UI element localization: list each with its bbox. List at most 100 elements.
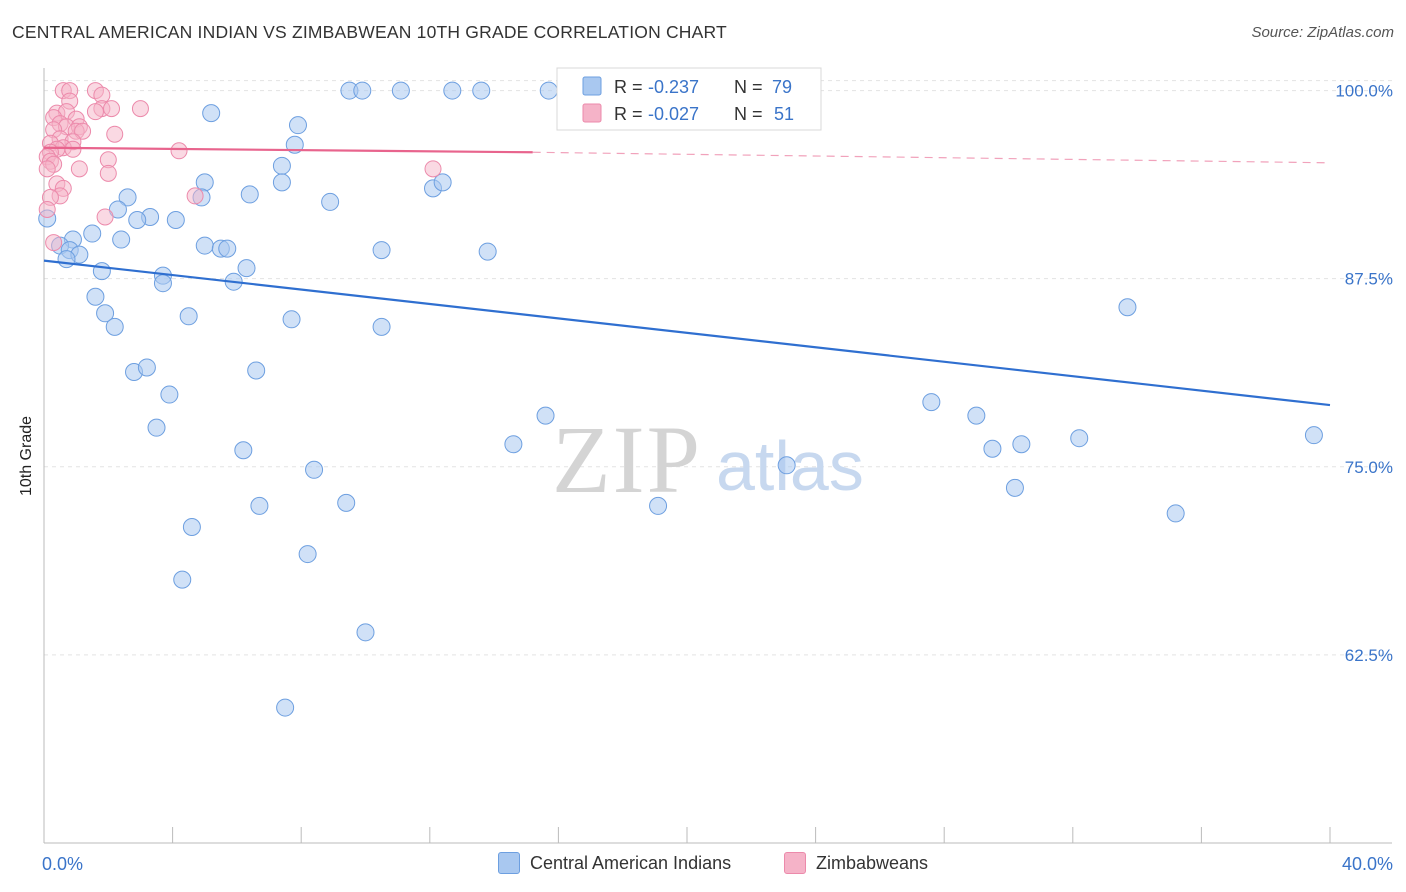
data-point-central-american-indians	[108, 200, 127, 219]
data-point-central-american-indians	[240, 185, 259, 204]
data-point-central-american-indians	[173, 570, 192, 589]
legend-r-label-pink: R =	[614, 104, 643, 124]
data-point-central-american-indians	[92, 262, 111, 281]
data-point-central-american-indians	[250, 496, 269, 515]
data-point-central-american-indians	[272, 156, 291, 175]
legend-swatch-blue	[582, 76, 602, 96]
data-point-central-american-indians	[57, 250, 76, 269]
data-point-zimbabweans	[38, 160, 56, 178]
data-point-zimbabweans	[106, 125, 124, 143]
data-point-central-american-indians	[321, 192, 340, 211]
data-point-central-american-indians	[472, 81, 491, 100]
legend-swatch-zimbabweans	[784, 852, 806, 874]
legend-n-label-pink: N =	[734, 104, 763, 124]
legend-r-label-blue: R =	[614, 77, 643, 97]
data-point-central-american-indians	[83, 224, 102, 243]
data-point-central-american-indians	[137, 358, 156, 377]
data-point-central-american-indians	[166, 210, 185, 229]
data-point-central-american-indians	[372, 317, 391, 336]
data-point-central-american-indians	[160, 385, 179, 404]
data-point-central-american-indians	[433, 173, 452, 192]
data-point-central-american-indians	[195, 236, 214, 255]
y-tick-label: 75.0%	[1345, 458, 1393, 477]
data-point-central-american-indians	[983, 439, 1002, 458]
legend-item-zimbabweans: Zimbabweans	[784, 852, 928, 874]
y-axis-label: 10th Grade	[18, 415, 35, 497]
data-point-central-american-indians	[234, 441, 253, 460]
y-tick-label: 62.5%	[1345, 646, 1393, 665]
data-point-zimbabweans	[424, 160, 442, 178]
legend-label-central-american-indians: Central American Indians	[530, 852, 732, 873]
watermark-zip: ZIP	[552, 406, 702, 513]
y-tick-label: 100.0%	[1335, 82, 1393, 101]
data-point-central-american-indians	[1012, 435, 1031, 454]
data-point-central-american-indians	[96, 304, 115, 323]
data-point-central-american-indians	[305, 460, 324, 479]
data-point-zimbabweans	[96, 208, 114, 226]
x-tick-label: 0.0%	[42, 854, 83, 874]
data-point-central-american-indians	[86, 287, 105, 306]
data-point-central-american-indians	[237, 259, 256, 278]
data-point-zimbabweans	[170, 142, 188, 160]
data-point-central-american-indians	[112, 230, 131, 249]
data-point-central-american-indians	[288, 116, 307, 135]
legend-swatch-pink	[582, 103, 602, 123]
data-point-central-american-indians	[1005, 478, 1024, 497]
legend-item-central-american-indians: Central American Indians	[498, 852, 731, 874]
data-point-central-american-indians	[1118, 298, 1137, 317]
data-point-central-american-indians	[777, 456, 796, 475]
data-point-central-american-indians	[391, 81, 410, 100]
data-point-central-american-indians	[128, 210, 147, 229]
data-point-central-american-indians	[247, 361, 266, 380]
data-point-central-american-indians	[356, 623, 375, 642]
legend-n-value-blue: 79	[772, 77, 792, 97]
data-point-zimbabweans	[74, 122, 92, 140]
data-point-central-american-indians	[147, 418, 166, 437]
data-point-central-american-indians	[298, 545, 317, 564]
data-point-central-american-indians	[105, 317, 124, 336]
data-point-central-american-indians	[179, 307, 198, 326]
legend-n-value-pink: 51	[774, 104, 794, 124]
data-point-zimbabweans	[45, 234, 63, 252]
data-point-central-american-indians	[536, 406, 555, 425]
chart-title: CENTRAL AMERICAN INDIAN VS ZIMBABWEAN 10…	[12, 22, 727, 42]
legend-r-value-pink: -0.027	[648, 104, 699, 124]
y-tick-label: 87.5%	[1345, 270, 1393, 289]
data-point-central-american-indians	[504, 435, 523, 454]
data-point-central-american-indians	[337, 493, 356, 512]
data-point-zimbabweans	[38, 200, 56, 218]
data-point-zimbabweans	[99, 164, 117, 182]
data-point-central-american-indians	[649, 496, 668, 515]
data-point-central-american-indians	[282, 310, 301, 329]
data-point-zimbabweans	[131, 100, 149, 118]
x-tick-label: 40.0%	[1342, 854, 1393, 874]
trend-line-zimbabweans-extension	[532, 151, 1331, 164]
trend-line-zimbabweans	[43, 146, 533, 154]
data-point-central-american-indians	[539, 81, 558, 100]
data-point-central-american-indians	[967, 406, 986, 425]
data-point-central-american-indians	[353, 81, 372, 100]
data-point-central-american-indians	[372, 241, 391, 260]
data-point-zimbabweans	[86, 103, 104, 121]
data-point-zimbabweans	[70, 160, 88, 178]
data-point-central-american-indians	[1070, 429, 1089, 448]
data-point-zimbabweans	[64, 140, 82, 158]
data-point-central-american-indians	[272, 173, 291, 192]
data-point-central-american-indians	[202, 104, 221, 123]
data-point-central-american-indians	[1166, 504, 1185, 523]
data-point-central-american-indians	[218, 239, 237, 258]
legend-label-zimbabweans: Zimbabweans	[816, 852, 929, 873]
legend-swatch-central-american-indians	[498, 852, 520, 874]
legend-r-value-blue: -0.237	[648, 77, 699, 97]
source-label: Source: ZipAtlas.com	[1251, 24, 1394, 41]
data-point-zimbabweans	[103, 100, 121, 118]
data-point-central-american-indians	[1304, 426, 1323, 445]
data-point-central-american-indians	[118, 188, 137, 207]
stats-legend: R = -0.237 N = 79 R = -0.027 N = 51	[556, 67, 822, 131]
data-point-central-american-indians	[443, 81, 462, 100]
legend-n-label-blue: N =	[734, 77, 763, 97]
data-point-central-american-indians	[478, 242, 497, 261]
data-point-central-american-indians	[153, 274, 172, 293]
data-point-central-american-indians	[922, 393, 941, 412]
